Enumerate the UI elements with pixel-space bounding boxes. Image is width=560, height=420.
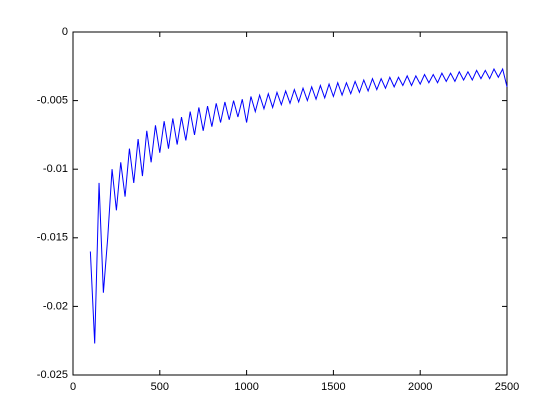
y-tick-label: -0.02 (43, 300, 68, 312)
x-tick-label: 1500 (321, 381, 345, 393)
y-tick-label: -0.015 (37, 232, 68, 244)
plot-box (72, 31, 508, 376)
x-tick-label: 2000 (408, 381, 432, 393)
x-tick-label: 1000 (234, 381, 258, 393)
y-tick-label: -0.025 (37, 369, 68, 381)
data-line (89, 67, 508, 344)
y-tick-label: -0.01 (43, 163, 68, 175)
y-tick-label: -0.005 (37, 95, 68, 107)
x-tick-label: 0 (70, 381, 76, 393)
y-tick-label: 0 (62, 26, 68, 38)
x-tick-label: 500 (151, 381, 169, 393)
x-tick-label: 2500 (495, 381, 519, 393)
